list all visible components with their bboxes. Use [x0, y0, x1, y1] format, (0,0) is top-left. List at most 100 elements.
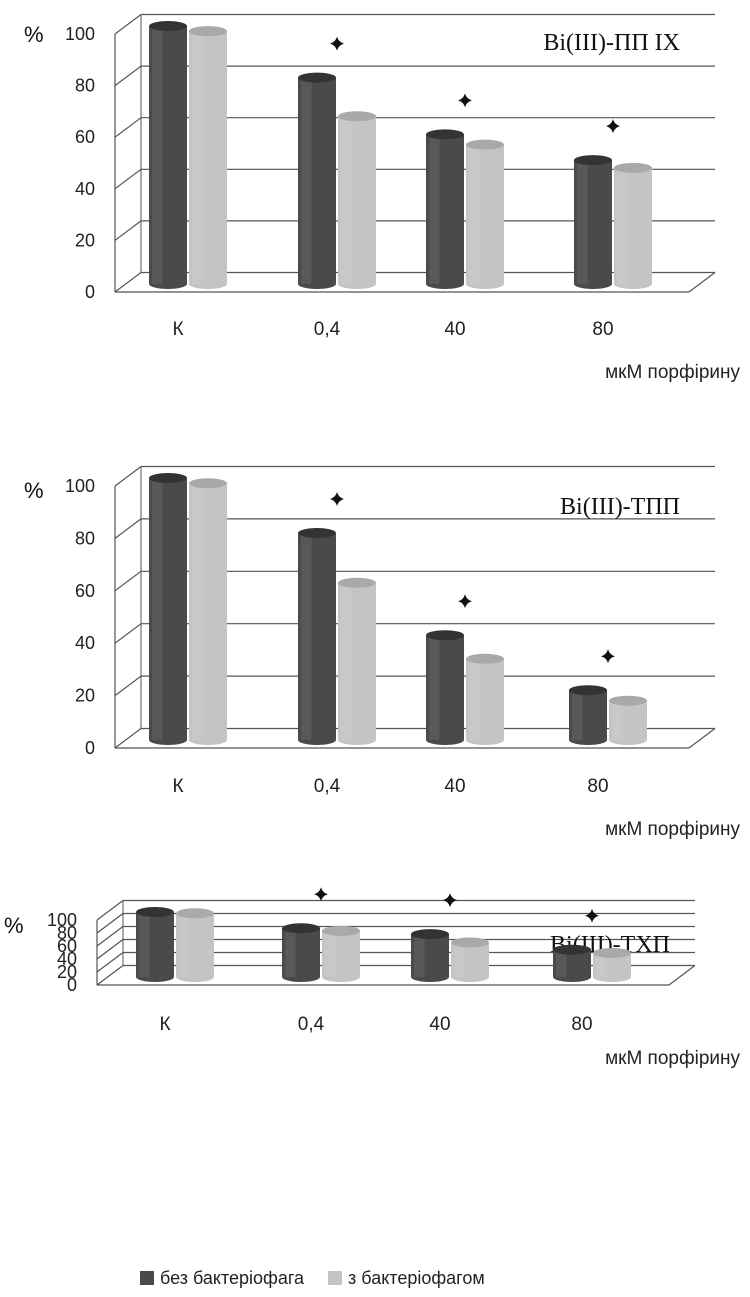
- chart0-gridline-side: [114, 117, 142, 138]
- chart0-xlabel: мкМ порфірину: [605, 362, 740, 383]
- chart1-gridline-side: [114, 466, 142, 487]
- chart2-bar-light-2-body: [451, 942, 489, 982]
- chart2-bar-light-2-highlight: [454, 942, 465, 977]
- chart1-bar-light-0: [189, 478, 227, 745]
- chart2-significance-marker-3: [585, 908, 599, 923]
- chart2-bar-dark-1-body: [282, 928, 320, 982]
- chart1-bar-dark-2-highlight: [429, 635, 440, 740]
- chart1-bar-light-3: [609, 695, 647, 745]
- chart0-ytick-label: 80: [75, 76, 95, 96]
- chart2-bar-dark-0: [136, 907, 174, 982]
- chart2-bar-dark-3: [553, 944, 591, 982]
- chart1-bar-light-2-top: [466, 653, 504, 664]
- chart0-gridline-side: [114, 272, 142, 293]
- chart0-gridline-side: [114, 220, 142, 241]
- chart0-significance-marker-2: [458, 93, 472, 108]
- chart1-ytick-label: 40: [75, 633, 95, 653]
- legend-label: з бактеріофагом: [348, 1267, 485, 1288]
- chart0-bar-light-1-highlight: [341, 116, 352, 284]
- chart1-bar-dark-0-body: [149, 478, 187, 745]
- chart1-bar-dark-1-body: [298, 533, 336, 745]
- chart2-gridline-side: [96, 952, 124, 973]
- chart2-bar-light-2-top: [451, 937, 489, 948]
- chart2-bar-light-3-top: [593, 947, 631, 958]
- chart1-category-label: 80: [587, 776, 608, 797]
- chart1-ytick-label: 80: [75, 528, 95, 548]
- chart0-bar-light-3: [614, 162, 652, 289]
- chart0-floor-right: [688, 272, 716, 293]
- chart1-category-label: 0,4: [314, 776, 341, 797]
- chart0-bar-dark-0: [149, 21, 187, 289]
- chart1-gridline-side: [114, 728, 142, 749]
- chart2-gridline-side: [96, 939, 124, 960]
- chart1-bar-light-3-top: [609, 695, 647, 706]
- chart1-bar-light-1-top: [338, 577, 376, 588]
- chart2-bar-light-0-body: [176, 913, 214, 982]
- chart2-gridline-side: [96, 926, 124, 947]
- chart1-gridline-side: [114, 675, 142, 697]
- chart0-bar-light-1: [338, 111, 376, 289]
- chart1-floor-right: [688, 728, 716, 749]
- chart0-gridline-side: [114, 168, 142, 190]
- chart0-bar-light-0: [189, 26, 227, 289]
- chart1-ytick-label: 20: [75, 686, 95, 706]
- chart0-bar-dark-2-body: [426, 134, 464, 289]
- chart1-bar-light-2: [466, 653, 504, 745]
- chart1-bar-light-0-top: [189, 478, 227, 489]
- chart0-bar-light-3-highlight: [617, 167, 628, 284]
- chart0-bar-light-1-top: [338, 111, 376, 122]
- chart1-bar-dark-1: [298, 528, 336, 745]
- chart0-ylabel: %: [24, 22, 44, 47]
- chart1-significance-marker-3: [601, 649, 615, 664]
- chart0-bar-light-2-highlight: [469, 144, 480, 284]
- chart2-gridline-side: [96, 965, 124, 986]
- chart0-bar-dark-2-highlight: [429, 134, 440, 284]
- chart1-bar-dark-2-body: [426, 635, 464, 745]
- chart2-significance-marker-2: [443, 893, 457, 908]
- chart2-bar-dark-0-top: [136, 907, 174, 917]
- chart2-bar-light-0: [176, 908, 214, 982]
- chart2-bar-light-3-highlight: [596, 952, 607, 977]
- chart2-bar-light-0-top: [176, 908, 214, 919]
- legend-swatch-dark: [140, 1271, 154, 1285]
- chart1-significance-marker-2: [458, 594, 472, 609]
- legend-swatch-light: [328, 1271, 343, 1285]
- chart2-bar-dark-0-body: [136, 912, 174, 982]
- chart2-ylabel: %: [4, 913, 24, 938]
- chart2-ytick-label: 100: [47, 910, 77, 930]
- chart1-category-label: К: [172, 776, 183, 797]
- chart0-bar-dark-1-highlight: [301, 77, 312, 284]
- chart2-bar-dark-2-highlight: [414, 934, 425, 977]
- chart2-bar-dark-3-highlight: [556, 949, 567, 977]
- chart0-bar-light-0-top: [189, 26, 227, 37]
- chart1-bar-dark-1-highlight: [301, 533, 312, 740]
- chart1-category-label: 40: [444, 776, 465, 797]
- chart2-category-label: 80: [571, 1014, 592, 1035]
- chart0-gridline-side: [114, 65, 142, 87]
- chart2-floor-right: [668, 965, 696, 986]
- chart2-bar-dark-3-body: [553, 949, 591, 982]
- chart1-bar-light-3-highlight: [612, 700, 623, 740]
- chart1-bar-light-2-highlight: [469, 658, 480, 740]
- chart2-ytick-label: 60: [57, 936, 77, 956]
- chart2-bar-light-1-body: [322, 930, 360, 982]
- chart0-bar-dark-2-top: [426, 129, 464, 140]
- chart0-bar-dark-2: [426, 129, 464, 289]
- chart0-significance-marker-3: [606, 119, 620, 134]
- chart2-category-label: К: [159, 1014, 170, 1035]
- chart2-gridline-side: [96, 900, 124, 921]
- chart1-title: Bi(III)-ТПП: [560, 494, 680, 520]
- chart2-xlabel: мкМ порфірину: [605, 1048, 740, 1069]
- chart1-bar-light-3-body: [609, 700, 647, 745]
- chart1-bar-light-2-body: [466, 658, 504, 745]
- chart0-bar-dark-0-body: [149, 26, 187, 289]
- chart1-gridline-side: [114, 570, 142, 592]
- chart1-gridline-side: [114, 518, 142, 539]
- chart2-category-label: 0,4: [298, 1014, 325, 1035]
- chart1-bar-dark-0: [149, 473, 187, 745]
- chart0-bar-dark-3-top: [574, 155, 612, 166]
- chart0-bar-dark-0-top: [149, 21, 187, 31]
- chart0-bar-dark-1-top: [298, 72, 336, 83]
- chart0-bar-light-1-body: [338, 116, 376, 289]
- chart2-bar-light-2: [451, 937, 489, 982]
